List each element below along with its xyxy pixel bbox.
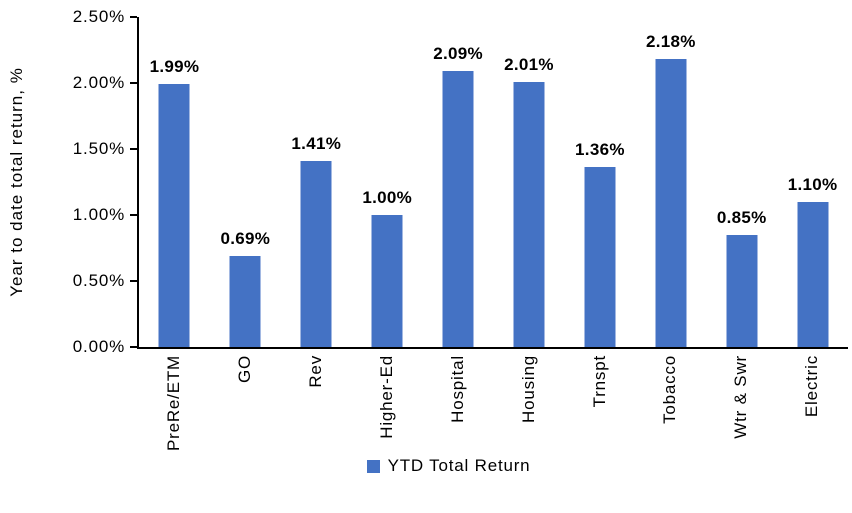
x-axis-label-slot: Hospital: [423, 355, 494, 455]
bar: [229, 256, 261, 347]
y-axis-tick-label: 0.50%: [72, 271, 125, 290]
x-axis-label-slot: Wtr & Swr: [706, 355, 777, 455]
y-axis-tick-label: 1.00%: [72, 205, 125, 224]
x-axis-label-slot: Rev: [281, 355, 352, 455]
bar-slot: 0.69%: [210, 17, 281, 347]
bar-value-label: 0.69%: [220, 229, 271, 248]
legend-swatch: [366, 459, 380, 473]
plot-area: 1.99% 0.69% 1.41% 1.00% 2.09% 2.01% 1.36% 2.18%…: [130, 16, 848, 349]
legend: YTD Total Return: [137, 456, 848, 476]
x-axis-label-slot: Higher-Ed: [352, 355, 423, 455]
x-axis-tick-label: Wtr & Swr: [731, 355, 751, 439]
bar: [726, 235, 758, 347]
y-axis-tick-mark: [130, 280, 137, 282]
bar-value-label: 1.00%: [362, 188, 413, 207]
y-axis-tick-label: 2.00%: [72, 73, 125, 92]
x-axis-labels: PreRe/ETM GO Rev Higher-Ed Hospital Housing Tr…: [139, 355, 848, 455]
bar-value-label: 1.10%: [787, 175, 838, 194]
y-axis-title: Year to date total return, %: [7, 67, 26, 297]
bar-slot: 0.85%: [706, 17, 777, 347]
bar: [300, 161, 332, 347]
y-axis-tick-mark: [130, 346, 137, 348]
y-axis-tick-mark: [130, 16, 137, 18]
x-axis-tick-label: Higher-Ed: [376, 355, 396, 439]
x-axis-tick-label: Tobacco: [660, 355, 680, 424]
bar: [655, 59, 687, 347]
x-axis-tick-label: Housing: [518, 355, 538, 423]
y-axis-tick-mark: [130, 214, 137, 216]
bar-value-label: 1.36%: [575, 140, 625, 159]
bar: [158, 84, 190, 347]
bar-value-label: 0.85%: [716, 208, 767, 227]
bar-slot: 2.01%: [494, 17, 565, 347]
x-axis-label-slot: Trnspt: [564, 355, 635, 455]
bar: [442, 71, 474, 347]
bar-value-label: 1.99%: [149, 57, 200, 76]
bar-slot: 1.36%: [564, 17, 635, 347]
bar-slot: 1.00%: [352, 17, 423, 347]
x-axis-tick-label: Electric: [802, 355, 822, 418]
bar-value-label: 2.18%: [645, 32, 696, 51]
bar-series: 1.99% 0.69% 1.41% 1.00% 2.09% 2.01% 1.36% 2.18%…: [139, 17, 848, 347]
x-axis-label-slot: Housing: [494, 355, 565, 455]
bar-value-label: 2.01%: [504, 55, 554, 74]
bar: [584, 167, 616, 347]
x-axis-tick-label: GO: [235, 355, 255, 384]
y-axis-tick-label: 1.50%: [72, 139, 125, 158]
bar: [513, 82, 545, 347]
bar-value-label: 1.41%: [291, 134, 342, 153]
bar-value-label: 2.09%: [433, 44, 483, 63]
x-axis-label-slot: PreRe/ETM: [139, 355, 210, 455]
x-axis-label-slot: Tobacco: [635, 355, 706, 455]
bar-slot: 2.09%: [423, 17, 494, 347]
bar: [371, 215, 403, 347]
x-axis-tick-label: PreRe/ETM: [164, 355, 184, 451]
y-axis-tick-label: 2.50%: [72, 7, 125, 26]
bar: [797, 202, 829, 347]
y-axis-tick-mark: [130, 148, 137, 150]
bar-slot: 1.41%: [281, 17, 352, 347]
y-axis-tick-mark: [130, 82, 137, 84]
bar-slot: 1.99%: [139, 17, 210, 347]
x-axis-tick-label: Hospital: [447, 355, 467, 423]
legend-label: YTD Total Return: [387, 456, 531, 475]
y-axis-tick-label: 0.00%: [72, 337, 125, 356]
x-axis-tick-label: Rev: [305, 355, 325, 388]
x-axis-tick-label: Trnspt: [589, 355, 609, 408]
bar-slot: 2.18%: [635, 17, 706, 347]
bar-slot: 1.10%: [777, 17, 848, 347]
x-axis-label-slot: GO: [210, 355, 281, 455]
legend-entry: YTD Total Return: [366, 456, 531, 476]
x-axis-label-slot: Electric: [777, 355, 848, 455]
